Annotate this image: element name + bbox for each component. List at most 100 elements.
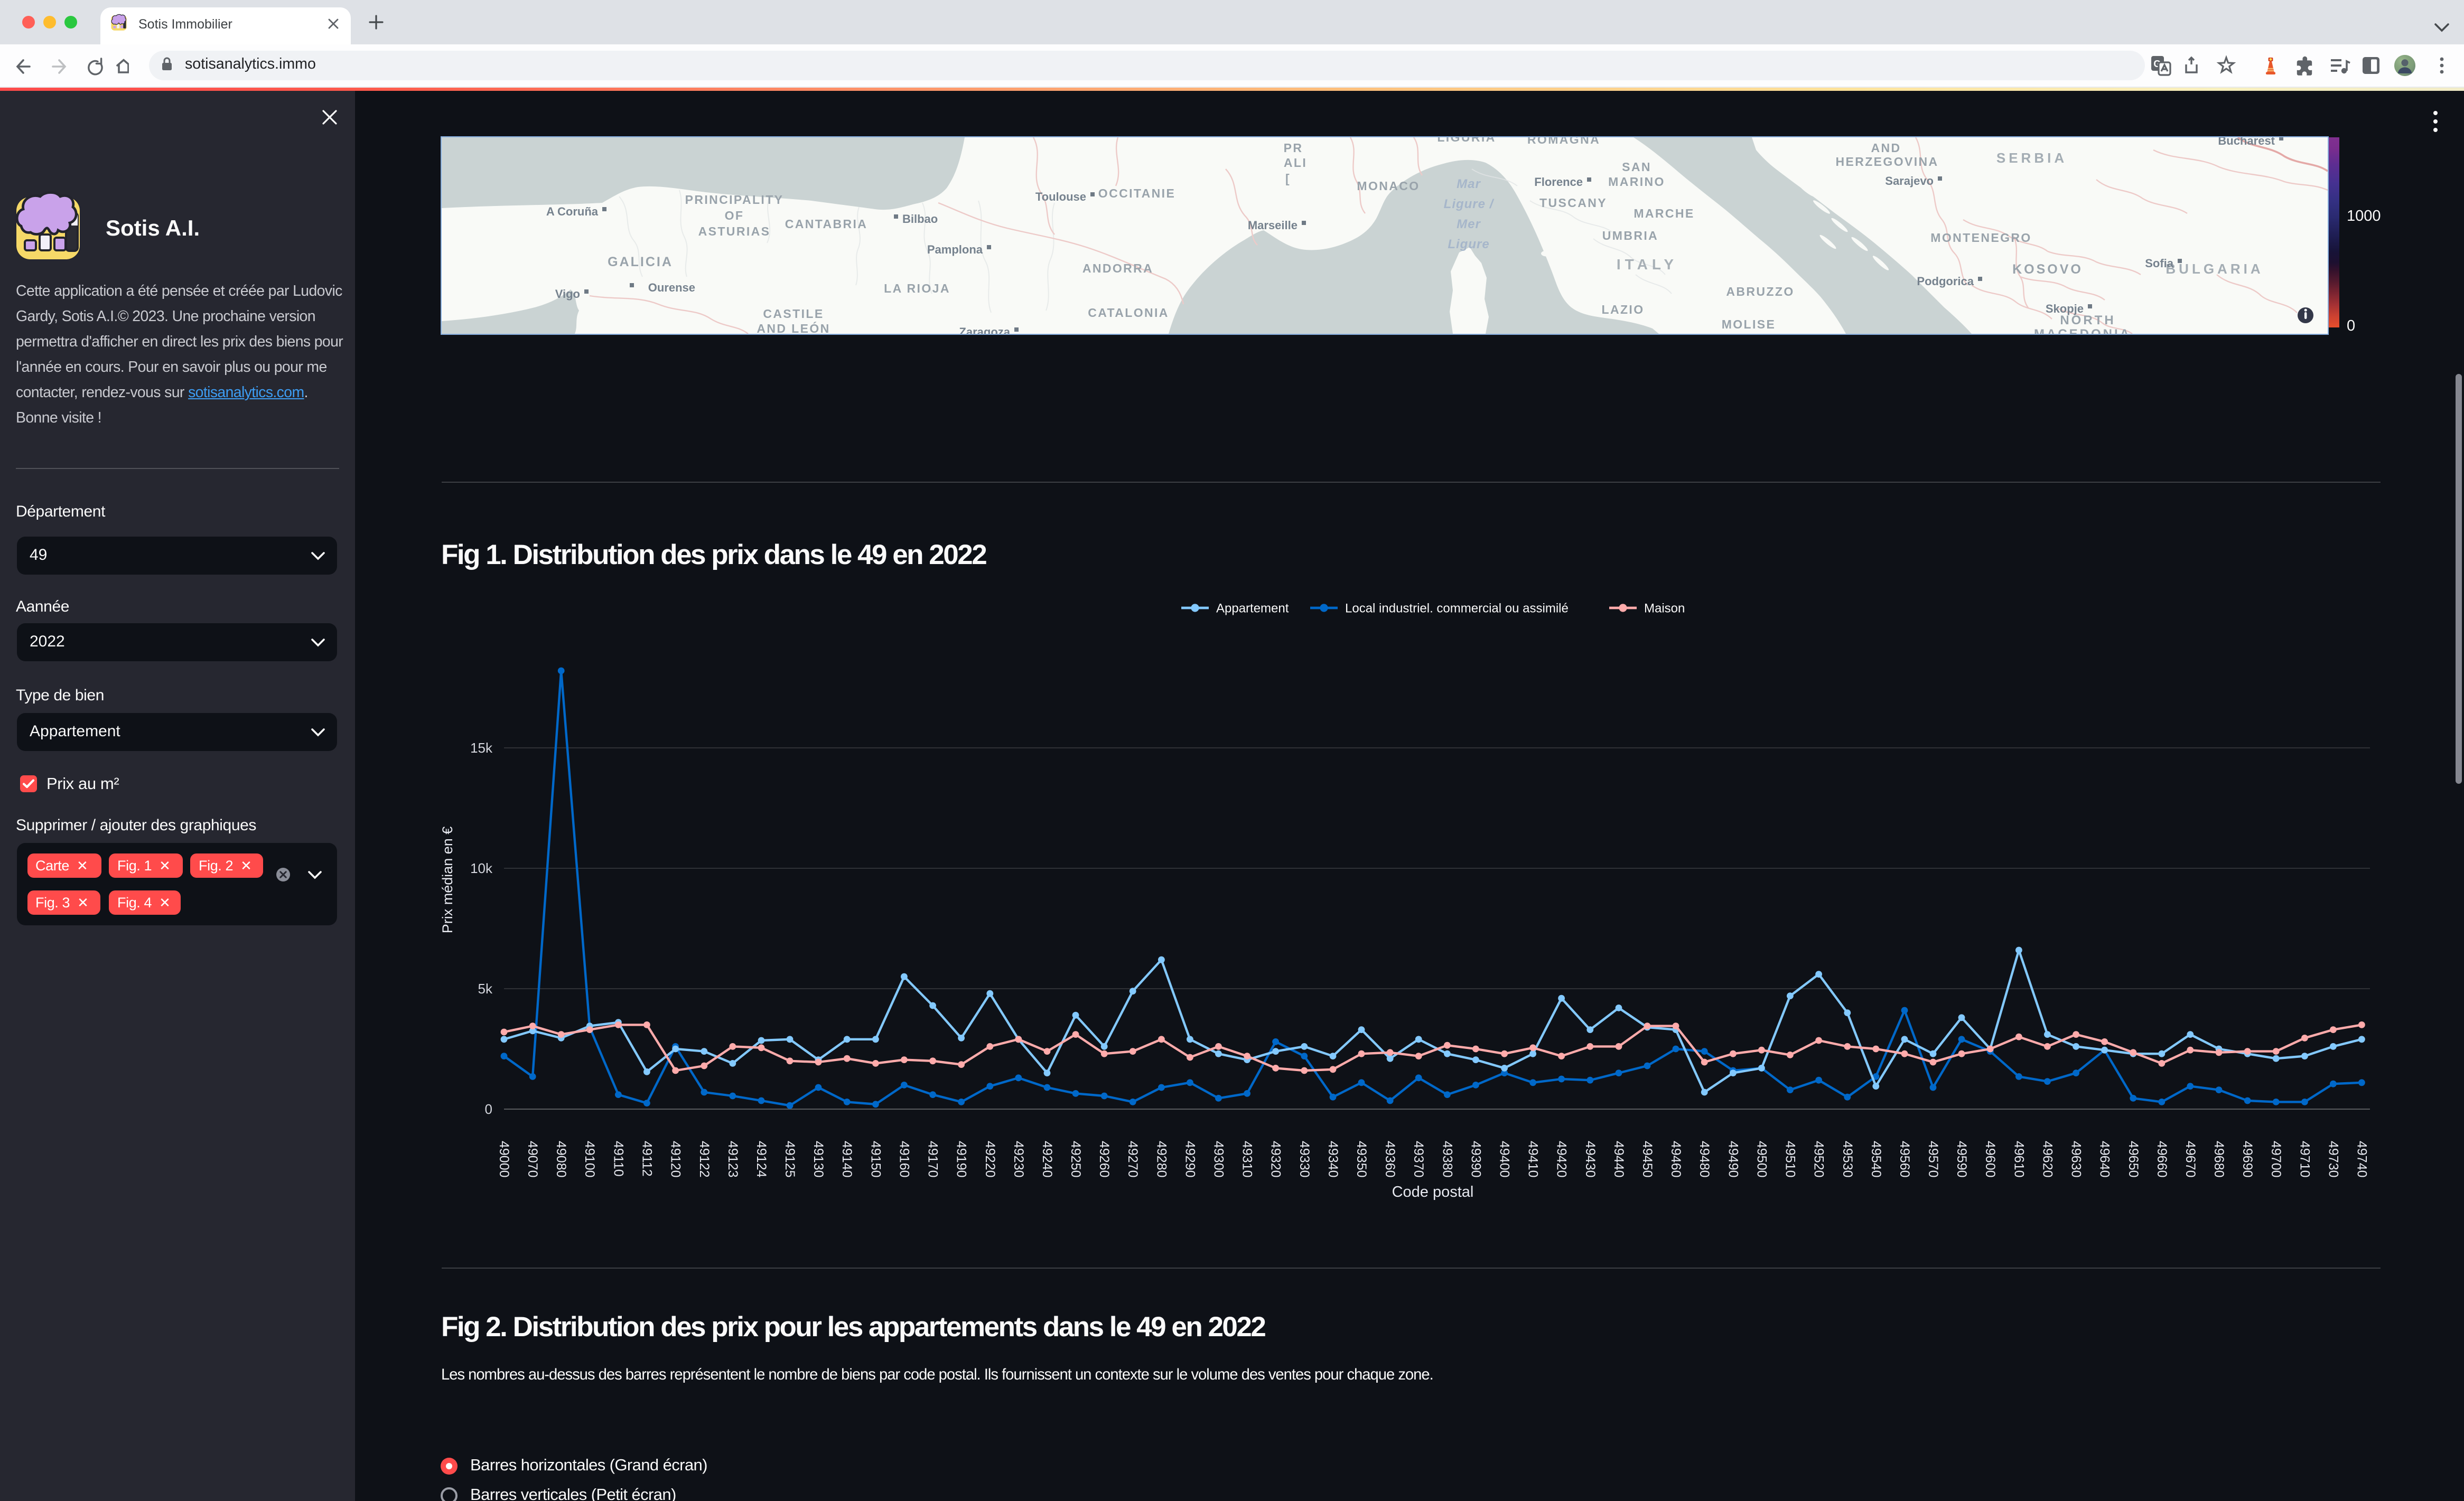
svg-text:49230: 49230 [1011, 1141, 1026, 1178]
svg-text:49310: 49310 [1240, 1141, 1255, 1178]
svg-text:49630: 49630 [2069, 1141, 2084, 1178]
svg-text:PRINCIPALITY: PRINCIPALITY [685, 192, 783, 206]
svg-text:Florence: Florence [1534, 175, 1582, 188]
svg-text:Appartement: Appartement [1216, 601, 1289, 615]
svg-text:49390: 49390 [1468, 1141, 1483, 1178]
svg-text:49150: 49150 [868, 1141, 883, 1178]
svg-text:ASTURIAS: ASTURIAS [698, 224, 770, 238]
svg-text:15k: 15k [470, 740, 493, 756]
svg-text:TUSCANY: TUSCANY [1539, 195, 1607, 209]
svg-text:49340: 49340 [1326, 1141, 1340, 1178]
svg-text:Mar: Mar [1456, 176, 1480, 191]
svg-text:SAN: SAN [1621, 160, 1651, 173]
svg-text:ROMAGNA: ROMAGNA [1527, 137, 1600, 146]
svg-text:49240: 49240 [1040, 1141, 1054, 1178]
svg-text:49530: 49530 [1840, 1141, 1855, 1178]
svg-text:GALICIA: GALICIA [607, 254, 673, 269]
svg-text:Podgorica: Podgorica [1916, 274, 1973, 287]
svg-text:MARCHE: MARCHE [1633, 206, 1694, 220]
svg-text:49160: 49160 [897, 1141, 911, 1178]
svg-text:49510: 49510 [1782, 1141, 1797, 1178]
svg-text:49120: 49120 [668, 1141, 683, 1178]
svg-text:49250: 49250 [1068, 1141, 1083, 1178]
svg-text:SERBIA: SERBIA [1996, 149, 2067, 165]
svg-text:Code postal: Code postal [1392, 1184, 1474, 1200]
svg-text:ANDORRA: ANDORRA [1082, 261, 1153, 275]
svg-text:49590: 49590 [1954, 1141, 1969, 1178]
svg-text:UMBRIA: UMBRIA [1602, 228, 1658, 242]
svg-text:49620: 49620 [2040, 1141, 2055, 1178]
svg-text:49360: 49360 [1383, 1141, 1397, 1178]
svg-text:Vigo: Vigo [555, 287, 580, 300]
svg-text:Pamplona: Pamplona [927, 242, 983, 256]
svg-text:10k: 10k [470, 860, 493, 876]
svg-text:Sarajevo: Sarajevo [1884, 174, 1933, 187]
svg-text:49380: 49380 [1440, 1141, 1454, 1178]
svg-text:Mer: Mer [1456, 217, 1480, 231]
svg-text:49700: 49700 [2269, 1141, 2283, 1178]
svg-text:Zaragoza: Zaragoza [958, 325, 1010, 333]
svg-text:49220: 49220 [983, 1141, 997, 1178]
svg-text:PR: PR [1283, 140, 1303, 154]
svg-text:49270: 49270 [1125, 1141, 1140, 1178]
svg-text:49300: 49300 [1211, 1141, 1226, 1178]
svg-text:KOSOVO: KOSOVO [2012, 261, 2083, 276]
svg-text:Ourense: Ourense [648, 280, 695, 294]
svg-text:49100: 49100 [582, 1141, 597, 1178]
svg-text:49070: 49070 [525, 1141, 540, 1178]
svg-text:49690: 49690 [2240, 1141, 2255, 1178]
svg-text:49560: 49560 [1897, 1141, 1912, 1178]
svg-text:Ligure /: Ligure / [1443, 196, 1494, 211]
svg-text:49170: 49170 [926, 1141, 940, 1178]
svg-text:HERZEGOVINA: HERZEGOVINA [1835, 154, 1938, 168]
svg-text:5k: 5k [478, 981, 493, 997]
svg-text:49540: 49540 [1869, 1141, 1883, 1178]
svg-text:0: 0 [485, 1101, 492, 1117]
svg-text:49710: 49710 [2297, 1141, 2312, 1178]
svg-text:49123: 49123 [725, 1141, 740, 1178]
svg-text:Ligure: Ligure [1447, 237, 1489, 251]
svg-text:ALI: ALI [1283, 155, 1306, 169]
svg-text:OF: OF [724, 208, 744, 222]
svg-text:49450: 49450 [1640, 1141, 1655, 1178]
svg-text:49570: 49570 [1926, 1141, 1940, 1178]
svg-text:Skopje: Skopje [2045, 302, 2083, 315]
svg-text:49460: 49460 [1668, 1141, 1683, 1178]
svg-text:ABRUZZO: ABRUZZO [1725, 284, 1794, 298]
svg-text:Sofia: Sofia [2144, 256, 2173, 269]
svg-text:MONACO: MONACO [1356, 179, 1419, 192]
svg-text:49260: 49260 [1097, 1141, 1112, 1178]
svg-text:49730: 49730 [2326, 1141, 2340, 1178]
svg-text:NORTH: NORTH [2059, 313, 2115, 327]
svg-text:49125: 49125 [782, 1141, 797, 1178]
svg-text:49290: 49290 [1182, 1141, 1197, 1178]
svg-text:Toulouse: Toulouse [1035, 190, 1086, 203]
svg-text:49660: 49660 [2154, 1141, 2169, 1178]
svg-text:49280: 49280 [1154, 1141, 1169, 1178]
svg-text:49640: 49640 [2097, 1141, 2112, 1178]
svg-text:49680: 49680 [2211, 1141, 2226, 1178]
svg-text:A Coruña: A Coruña [546, 204, 598, 218]
svg-text:49670: 49670 [2183, 1141, 2198, 1178]
svg-text:Marseille: Marseille [1247, 218, 1297, 231]
svg-text:49080: 49080 [554, 1141, 568, 1178]
svg-text:LA RIOJA: LA RIOJA [883, 281, 950, 295]
svg-text:49112: 49112 [639, 1141, 654, 1177]
svg-text:AND LEÓN: AND LEÓN [756, 321, 829, 333]
svg-text:49400: 49400 [1497, 1141, 1512, 1178]
svg-text:49740: 49740 [2354, 1141, 2369, 1178]
svg-text:49500: 49500 [1754, 1141, 1769, 1178]
svg-text:CATALONIA: CATALONIA [1087, 305, 1169, 319]
svg-text:49600: 49600 [1983, 1141, 1998, 1178]
svg-text:49140: 49140 [839, 1141, 854, 1178]
svg-text:CANTABRIA: CANTABRIA [785, 217, 867, 230]
svg-text:Bilbao: Bilbao [902, 212, 937, 225]
svg-text:49110: 49110 [611, 1141, 626, 1177]
svg-text:49000: 49000 [497, 1141, 511, 1178]
svg-text:49350: 49350 [1354, 1141, 1369, 1178]
svg-text:[: [ [1285, 171, 1290, 185]
svg-text:MARINO: MARINO [1608, 174, 1665, 188]
svg-text:49490: 49490 [1725, 1141, 1740, 1178]
svg-text:49420: 49420 [1554, 1141, 1569, 1178]
svg-text:49480: 49480 [1697, 1141, 1712, 1178]
